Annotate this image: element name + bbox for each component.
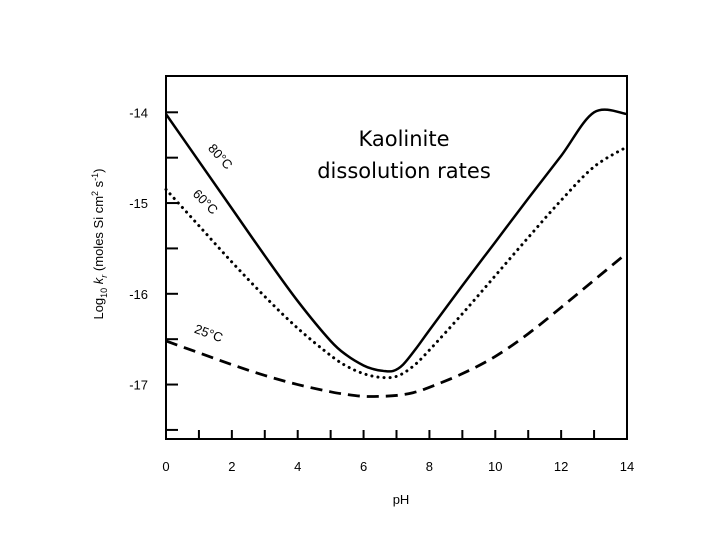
y-label-units-close: )	[91, 168, 106, 172]
y-label-units-mid: s	[91, 180, 106, 191]
series-line-80c	[164, 108, 628, 373]
x-tick-label: 2	[228, 459, 235, 474]
curve-label-25c: 25°C	[192, 321, 224, 345]
x-tick-label: 8	[426, 459, 433, 474]
y-tick-label: -15	[129, 196, 148, 211]
y-tick-label: -14	[129, 105, 148, 120]
x-tick-label: 12	[554, 459, 568, 474]
y-label-sup-1: 2	[90, 191, 100, 196]
curve-label-60c: 60°C	[190, 186, 221, 217]
chart-title-line-1: Kaolinite	[358, 127, 449, 151]
y-label-var: k	[91, 276, 106, 284]
y-label-log-base: 10	[99, 288, 109, 298]
y-label-log: Log	[91, 298, 106, 320]
y-label-var-sub: r	[99, 274, 109, 278]
x-tick-label: 0	[162, 459, 169, 474]
x-tick-label: 4	[294, 459, 301, 474]
y-label-sup-2: -1	[90, 173, 100, 181]
y-axis-ticks: -14 -15 -16 -17	[129, 105, 178, 431]
chart-title-line-2: dissolution rates	[317, 159, 491, 183]
y-tick-label: -16	[129, 287, 148, 302]
x-tick-label: 14	[620, 459, 634, 474]
curve-label-80c: 80°C	[205, 141, 236, 173]
y-tick-label: -17	[129, 378, 148, 393]
series-line-60c	[164, 145, 629, 380]
curves	[164, 108, 629, 398]
x-tick-label: 6	[360, 459, 367, 474]
curve-labels: 80°C 60°C 25°C	[190, 141, 236, 345]
x-axis-ticks: 0 2 4 6 8 10 12 14	[162, 430, 634, 474]
series-line-25c	[165, 251, 628, 398]
y-axis-label: Log10 kr (moles Si cm2 s-1)	[90, 168, 109, 319]
x-axis-label: pH	[393, 492, 410, 507]
y-label-units-open: (moles Si cm	[91, 196, 106, 275]
x-tick-label: 10	[488, 459, 502, 474]
